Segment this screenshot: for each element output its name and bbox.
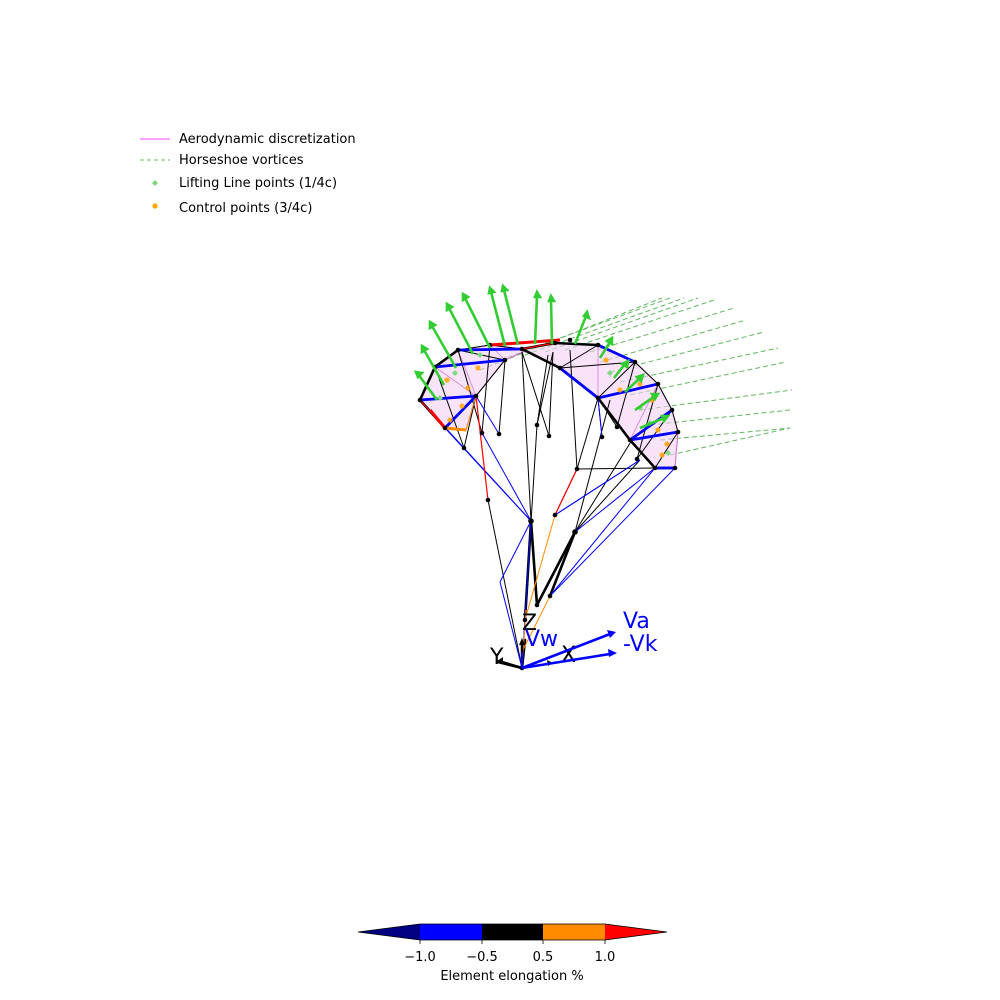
colorbar-tick-label: 1.0 (595, 950, 616, 965)
lift-force-vectors (413, 283, 671, 430)
colorbar-segment-orange (543, 924, 605, 940)
va-arrowhead (607, 630, 616, 638)
colorbar-segment-blue (420, 924, 482, 940)
colorbar-tick-label: −1.0 (404, 950, 436, 965)
colorbar-ticks (419, 940, 606, 944)
velocity-vectors: Vw Va -Vk (521, 609, 658, 670)
legend-lifting-line-swatch (152, 180, 158, 186)
lifting-line-points (437, 352, 671, 456)
colorbar-tick-label: −0.5 (466, 950, 498, 965)
vk-arrowhead (608, 649, 617, 657)
colorbar-tick-label: 0.5 (533, 950, 554, 965)
colorbar: −1.0 −0.5 0.5 1.0 Element elongation % (357, 923, 668, 984)
z-axis-label: Z (522, 611, 537, 636)
vk-vector (521, 652, 611, 670)
legend: Aerodynamic discretization Horseshoe vor… (140, 132, 356, 216)
legend-lifting-line-label: Lifting Line points (1/4c) (179, 176, 337, 191)
y-axis-label: Y (489, 645, 504, 670)
structure-red-thick (428, 338, 561, 429)
y-axis-arrowhead (497, 657, 503, 664)
colorbar-segment-black (482, 924, 543, 940)
structure-nodes (417, 337, 681, 671)
structure-blue-thick (418, 343, 680, 470)
legend-vortex-label: Horseshoe vortices (179, 153, 304, 168)
vk-label: -Vk (623, 632, 658, 657)
colorbar-over-extend (605, 924, 667, 940)
va-label: Va (623, 609, 650, 634)
va-vector (521, 632, 611, 670)
vw-label: Vw (525, 627, 558, 652)
colorbar-title: Element elongation % (440, 969, 583, 984)
y-axis-line (501, 660, 523, 670)
legend-control-point-label: Control points (3/4c) (179, 201, 312, 216)
legend-aero-label: Aerodynamic discretization (179, 132, 356, 147)
z-axis-arrowhead (519, 638, 525, 645)
colorbar-under-extend (358, 924, 420, 940)
legend-control-point-swatch (152, 203, 158, 209)
structure-orange-thick (444, 426, 467, 432)
